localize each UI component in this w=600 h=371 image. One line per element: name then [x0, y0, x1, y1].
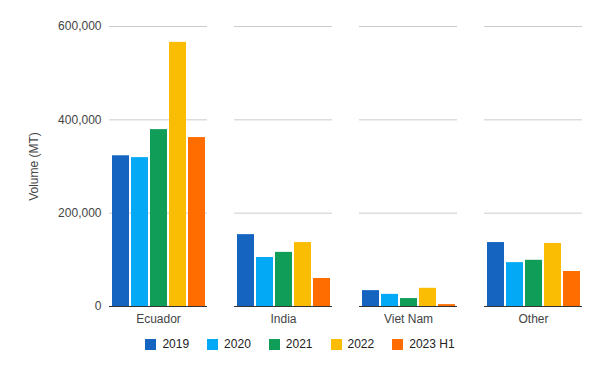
- html-text:2020: 2020: [224, 337, 251, 351]
- svg-text:Volume (MT): Volume (MT): [27, 132, 41, 201]
- svg-text:600,000: 600,000: [58, 19, 102, 33]
- html-text:2022: 2022: [347, 337, 375, 351]
- svg-text:400,000: 400,000: [58, 113, 102, 127]
- svg-text:0: 0: [95, 299, 102, 313]
- svg-text:India: India: [270, 312, 296, 326]
- html-text:2021: 2021: [285, 337, 313, 351]
- svg-text:Viet Nam: Viet Nam: [384, 312, 433, 326]
- svg-text:Other: Other: [518, 312, 548, 326]
- html-text:2019: 2019: [162, 337, 190, 351]
- svg-text:200,000: 200,000: [58, 206, 102, 220]
- html-text:2023 H1: 2023 H1: [409, 337, 455, 351]
- svg-text:Ecuador: Ecuador: [136, 312, 181, 326]
